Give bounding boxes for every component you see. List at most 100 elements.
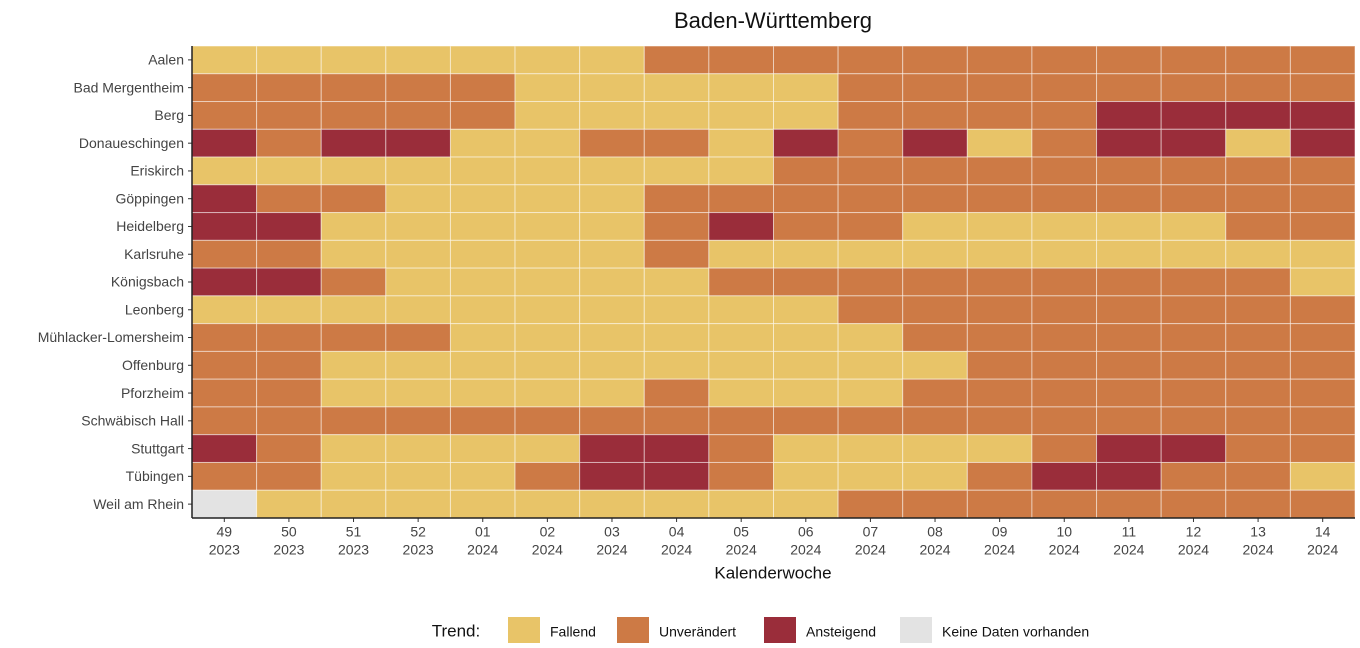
heatmap-cell bbox=[1225, 323, 1291, 352]
heatmap-cell bbox=[1160, 212, 1227, 241]
heatmap-cell bbox=[385, 461, 451, 491]
heatmap-cell bbox=[1225, 267, 1291, 297]
heatmap-cell bbox=[256, 128, 322, 158]
x-tick-label: 05 bbox=[733, 524, 749, 540]
heatmap-cell bbox=[320, 101, 387, 130]
heatmap-cell bbox=[902, 323, 968, 352]
heatmap-cell bbox=[1225, 489, 1291, 519]
heatmap-cell bbox=[1225, 350, 1291, 380]
heatmap-cell bbox=[1289, 489, 1356, 519]
heatmap-cell bbox=[320, 267, 387, 297]
heatmap-cell bbox=[643, 350, 710, 380]
heatmap-cell bbox=[385, 128, 451, 158]
heatmap-cell bbox=[773, 101, 839, 130]
heatmap-cell bbox=[385, 323, 451, 352]
heatmap-cell bbox=[708, 461, 775, 491]
heatmap-cell bbox=[1031, 73, 1098, 103]
heatmap-cell bbox=[708, 156, 775, 186]
x-tick-label: 2024 bbox=[726, 542, 757, 558]
heatmap-cell bbox=[1160, 434, 1227, 463]
heatmap-cell bbox=[449, 406, 516, 436]
heatmap-cell bbox=[514, 128, 581, 158]
heatmap-cell bbox=[1031, 295, 1098, 325]
y-tick-label: Offenburg bbox=[122, 357, 184, 373]
heatmap-cell bbox=[385, 73, 451, 103]
x-tick-label: 04 bbox=[669, 524, 685, 540]
heatmap-cell bbox=[708, 350, 775, 380]
heatmap-cell bbox=[1225, 101, 1291, 130]
x-tick-label: 2024 bbox=[1243, 542, 1274, 558]
heatmap-cell bbox=[320, 461, 387, 491]
heatmap-cell bbox=[966, 267, 1033, 297]
heatmap-cell bbox=[773, 128, 839, 158]
x-tick-label: 2024 bbox=[1307, 542, 1338, 558]
x-axis-label: Kalenderwoche bbox=[714, 563, 831, 582]
heatmap-cell bbox=[449, 378, 516, 408]
heatmap-cell bbox=[191, 45, 258, 75]
x-tick-label: 2024 bbox=[1113, 542, 1144, 558]
y-tick-label: Heidelberg bbox=[116, 218, 184, 234]
heatmap-cell bbox=[1031, 461, 1098, 491]
heatmap-cell bbox=[708, 406, 775, 436]
heatmap-cell bbox=[579, 239, 645, 269]
heatmap-cell bbox=[1031, 239, 1098, 269]
legend-swatch bbox=[764, 617, 796, 645]
heatmap-cell bbox=[256, 184, 322, 214]
heatmap-cell bbox=[837, 128, 904, 158]
heatmap-cell bbox=[966, 45, 1033, 75]
heatmap-cell bbox=[1225, 128, 1291, 158]
x-tick-label: 2024 bbox=[1049, 542, 1080, 558]
heatmap-cell bbox=[514, 73, 581, 103]
heatmap-cell bbox=[1289, 156, 1356, 186]
heatmap-cell bbox=[1225, 239, 1291, 269]
heatmap-cell bbox=[191, 323, 258, 352]
heatmap-cell bbox=[902, 212, 968, 241]
heatmap-cell bbox=[643, 461, 710, 491]
heatmap-cell bbox=[902, 156, 968, 186]
heatmap-cell bbox=[320, 406, 387, 436]
heatmap-cell bbox=[708, 489, 775, 519]
heatmap-cell bbox=[449, 267, 516, 297]
heatmap-cell bbox=[385, 378, 451, 408]
y-tick-label: Bad Mergentheim bbox=[73, 79, 184, 95]
heatmap-cell bbox=[191, 239, 258, 269]
x-tick-label: 2024 bbox=[984, 542, 1015, 558]
heatmap-cell bbox=[1031, 406, 1098, 436]
heatmap-cell bbox=[449, 295, 516, 325]
heatmap-cell bbox=[579, 434, 645, 463]
heatmap-cell bbox=[1031, 323, 1098, 352]
heatmap-cell bbox=[449, 184, 516, 214]
legend-label: Ansteigend bbox=[806, 624, 876, 640]
heatmap-cell bbox=[1289, 323, 1356, 352]
heatmap-cell bbox=[1096, 461, 1162, 491]
heatmap-cell bbox=[708, 239, 775, 269]
y-tick-label: Leonberg bbox=[125, 301, 184, 317]
heatmap-cell bbox=[708, 212, 775, 241]
heatmap-cell bbox=[966, 101, 1033, 130]
x-tick-label: 14 bbox=[1315, 524, 1331, 540]
heatmap-cell bbox=[1160, 73, 1227, 103]
heatmap-cell bbox=[708, 295, 775, 325]
heatmap-cell bbox=[320, 239, 387, 269]
heatmap-cell bbox=[514, 45, 581, 75]
heatmap-cell bbox=[579, 184, 645, 214]
heatmap-cell bbox=[1225, 73, 1291, 103]
y-tick-label: Göppingen bbox=[115, 190, 184, 206]
y-tick-label: Eriskirch bbox=[130, 163, 184, 179]
heatmap-cell bbox=[837, 212, 904, 241]
heatmap-cell bbox=[449, 323, 516, 352]
y-tick-label: Karlsruhe bbox=[124, 246, 184, 262]
x-tick-label: 49 bbox=[217, 524, 233, 540]
heatmap-cell bbox=[320, 295, 387, 325]
heatmap-cell bbox=[966, 295, 1033, 325]
x-tick-label: 12 bbox=[1186, 524, 1202, 540]
heatmap-cell bbox=[385, 212, 451, 241]
heatmap-cell bbox=[1289, 350, 1356, 380]
heatmap-cell bbox=[966, 350, 1033, 380]
x-tick-label: 2024 bbox=[467, 542, 498, 558]
heatmap-cell bbox=[1031, 267, 1098, 297]
heatmap-cell bbox=[1289, 267, 1356, 297]
heatmap-cell bbox=[773, 73, 839, 103]
heatmap-cell bbox=[1160, 267, 1227, 297]
heatmap-cell bbox=[1096, 295, 1162, 325]
